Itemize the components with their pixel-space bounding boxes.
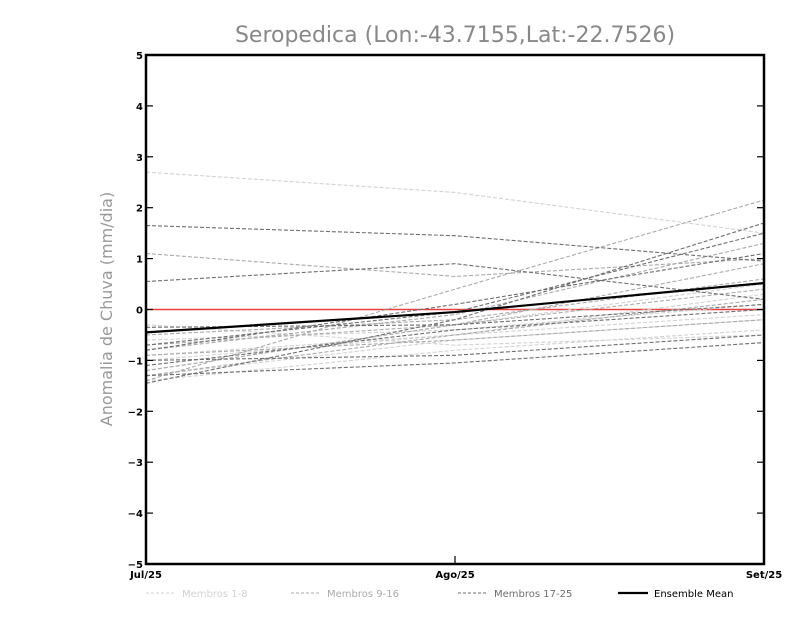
y-tick-label: 0 — [136, 306, 143, 317]
x-tick-label: Jul/25 — [129, 570, 162, 581]
y-tick-label: −2 — [128, 407, 143, 418]
legend-label-3: Membros 17-25 — [494, 589, 572, 600]
series-line-group2-member2 — [145, 252, 765, 277]
legend-label-1: Membros 1-8 — [182, 589, 248, 600]
series-line-group3-member8 — [145, 252, 765, 351]
y-tick-label: 5 — [136, 51, 143, 62]
series-line-group2-member1 — [145, 199, 765, 382]
series-line-group1-member5 — [145, 293, 765, 361]
series-line-group3-member5 — [145, 342, 765, 377]
y-tick-label: −4 — [128, 509, 143, 520]
y-tick-label: −3 — [128, 458, 143, 469]
y-axis-label: Anomalia de Chuva (mm/dia) — [97, 192, 116, 426]
series-line-group2-member6 — [145, 319, 765, 356]
x-tick-label: Set/25 — [746, 570, 782, 581]
series-line-group3-member4 — [145, 232, 765, 346]
legend: Membros 1-8 Membros 9-16 Membros 17-25 Ense… — [146, 589, 733, 600]
series-line-group3-member6 — [145, 303, 765, 328]
series-line-group1-member1 — [145, 171, 765, 234]
y-tick-label: 4 — [136, 102, 143, 113]
y-tick-label: −5 — [128, 560, 143, 571]
series-line-group3-member7 — [145, 334, 765, 361]
chart-title: Seropedica (Lon:-43.7155,Lat:-22.7526) — [235, 23, 675, 48]
series-line-group1-member4 — [145, 303, 765, 341]
series-line-group1-member6 — [145, 324, 765, 346]
y-tick-label: 2 — [136, 204, 143, 215]
series-line-group3-member9 — [145, 308, 765, 367]
series-line-ensemble-mean — [145, 281, 765, 334]
x-tick-label: Ago/25 — [435, 570, 474, 581]
plot-area: −5 −4 −3 −2 −1 0 1 2 3 4 5 Jul/25 Ago/25 Set/25 — [128, 51, 783, 581]
series-line-group3-member3 — [145, 222, 765, 384]
y-tick-label: 3 — [136, 153, 143, 164]
series-line-group1-member2 — [145, 329, 765, 382]
series-line-group1-member3 — [145, 319, 765, 377]
series-line-group3-member2 — [145, 263, 765, 300]
legend-label-2: Membros 9-16 — [327, 589, 399, 600]
y-tick-label: 1 — [136, 255, 143, 266]
legend-label-4: Ensemble Mean — [654, 589, 733, 600]
series-line-group1-member8 — [145, 314, 765, 356]
series-line-group3-member1 — [145, 224, 765, 262]
y-tick-label: −1 — [128, 356, 143, 367]
